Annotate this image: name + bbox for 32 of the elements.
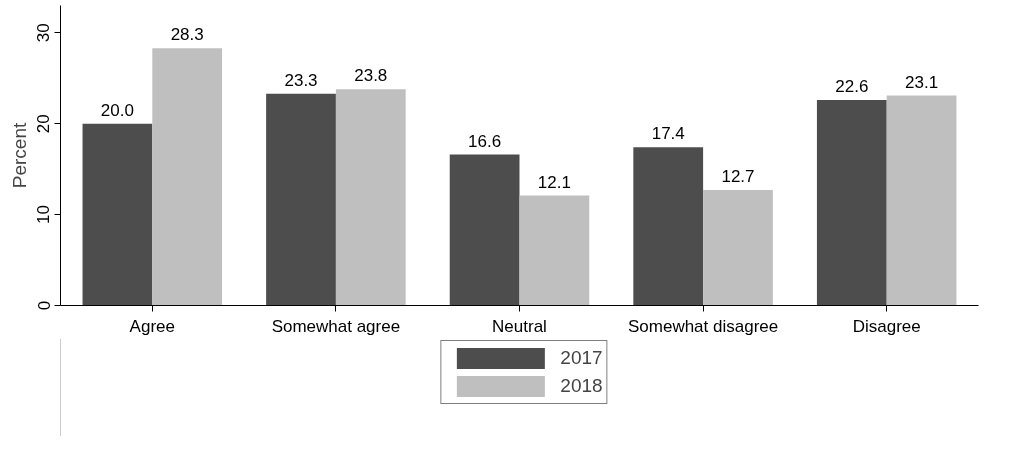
legend-label: 2017 — [560, 347, 603, 369]
data-label: 28.3 — [170, 25, 204, 45]
data-label: 23.8 — [354, 66, 388, 86]
data-label: 23.3 — [284, 70, 318, 90]
data-label: 17.4 — [651, 124, 685, 144]
y-tick-label: 30 — [34, 23, 54, 43]
data-label: 22.6 — [835, 77, 869, 97]
bar — [633, 147, 704, 306]
x-tick-label: Agree — [129, 316, 175, 336]
bar — [816, 100, 887, 306]
bar — [152, 48, 223, 306]
data-label: 20.0 — [100, 100, 134, 120]
y-tick-label: 10 — [34, 205, 54, 225]
data-label: 16.6 — [468, 131, 502, 151]
bar — [82, 123, 153, 306]
data-label: 12.7 — [721, 167, 755, 187]
x-tick-label: Neutral — [492, 316, 547, 336]
bar — [449, 154, 520, 306]
bar — [519, 195, 590, 306]
bar — [886, 95, 957, 306]
x-tick-label: Disagree — [852, 316, 921, 336]
x-tick-label: Somewhat agree — [271, 316, 401, 336]
bar — [703, 190, 773, 306]
data-label: 23.1 — [905, 72, 939, 92]
x-tick-label: Somewhat disagree — [627, 316, 779, 336]
y-tick-label: 0 — [34, 300, 54, 311]
legend-label: 2018 — [560, 375, 603, 397]
data-label: 12.1 — [537, 172, 571, 192]
y-axis-title: Percent — [8, 122, 30, 189]
bar — [335, 89, 406, 306]
bar — [266, 93, 336, 306]
y-tick-label: 20 — [34, 114, 54, 134]
